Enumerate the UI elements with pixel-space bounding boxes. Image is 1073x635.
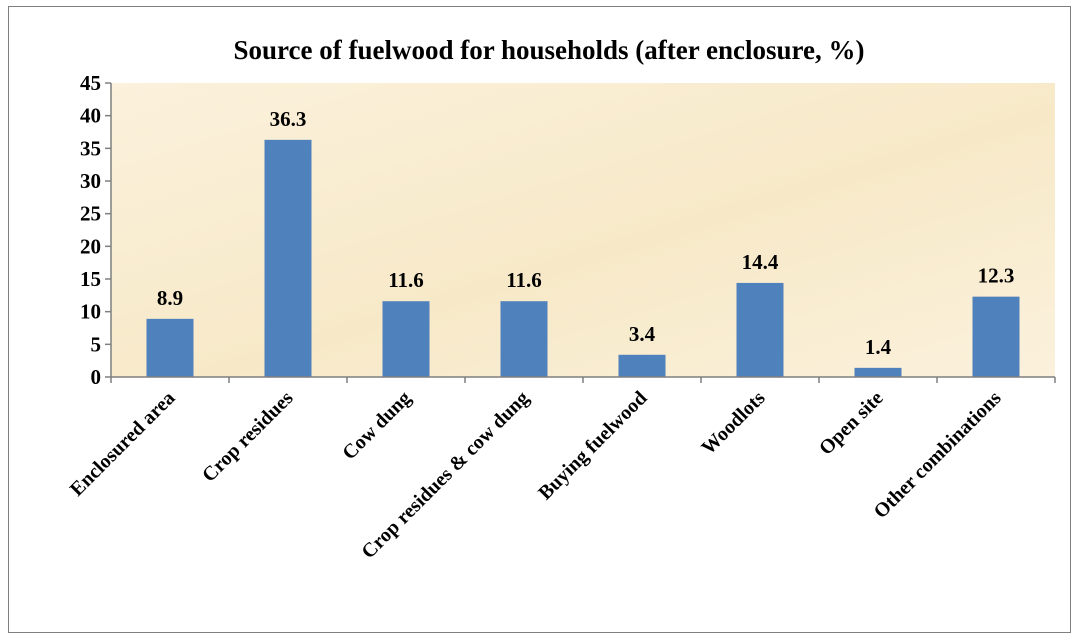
y-tick-label: 20 xyxy=(80,234,101,258)
data-label: 14.4 xyxy=(742,250,779,274)
x-category-label: Open site xyxy=(815,387,888,460)
axes-layer xyxy=(105,82,1056,383)
x-category-label: Enclosured area xyxy=(66,387,180,501)
plot-area xyxy=(111,83,1055,377)
chart-frame: Source of fuelwood for households (after… xyxy=(8,6,1071,633)
data-label: 36.3 xyxy=(270,107,307,131)
y-tick-label: 10 xyxy=(80,300,101,324)
data-label: 11.6 xyxy=(506,268,542,292)
x-category-label: Cow dung xyxy=(338,387,415,464)
bar xyxy=(972,296,1020,377)
data-label: 1.4 xyxy=(865,335,892,359)
chart-title: Source of fuelwood for households (after… xyxy=(234,35,865,65)
bar xyxy=(854,367,902,377)
y-tick-label: 45 xyxy=(80,71,101,95)
bar xyxy=(736,282,784,377)
y-tick-label: 40 xyxy=(80,104,101,128)
x-category-label: Other combinations xyxy=(870,387,1006,523)
y-tick-label: 5 xyxy=(91,332,102,356)
bar xyxy=(618,354,666,377)
data-label: 12.3 xyxy=(978,264,1015,288)
y-tick-label: 35 xyxy=(80,136,101,160)
x-category-label: Woodlots xyxy=(697,387,769,459)
y-tick-label: 30 xyxy=(80,169,101,193)
y-tick-label: 25 xyxy=(80,202,101,226)
x-category-label: Buying fuelwood xyxy=(534,387,651,504)
y-tick-label: 0 xyxy=(91,365,102,389)
bars-layer xyxy=(146,139,1020,377)
x-category-label: Crop residues xyxy=(198,387,298,487)
data-label: 8.9 xyxy=(157,286,183,310)
data-label: 3.4 xyxy=(629,322,656,346)
y-tick-label: 15 xyxy=(80,267,101,291)
bar xyxy=(146,318,194,377)
bar xyxy=(382,301,430,377)
bar xyxy=(264,139,312,377)
bar xyxy=(500,301,548,377)
bar-chart: Source of fuelwood for households (after… xyxy=(66,35,1056,563)
data-label: 11.6 xyxy=(388,268,424,292)
